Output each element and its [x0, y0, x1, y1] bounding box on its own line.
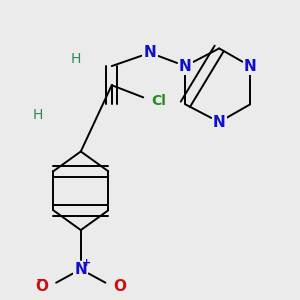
Text: H: H — [70, 52, 81, 66]
Text: +: + — [82, 258, 91, 268]
Text: N: N — [74, 262, 87, 277]
Text: H: H — [32, 108, 43, 122]
Text: N: N — [179, 58, 192, 74]
Text: O: O — [35, 279, 48, 294]
Text: O: O — [113, 279, 126, 294]
Text: N: N — [144, 45, 156, 60]
Text: N: N — [213, 115, 226, 130]
Text: Cl: Cl — [152, 94, 166, 107]
Text: −: − — [36, 274, 46, 287]
Text: N: N — [244, 58, 256, 74]
